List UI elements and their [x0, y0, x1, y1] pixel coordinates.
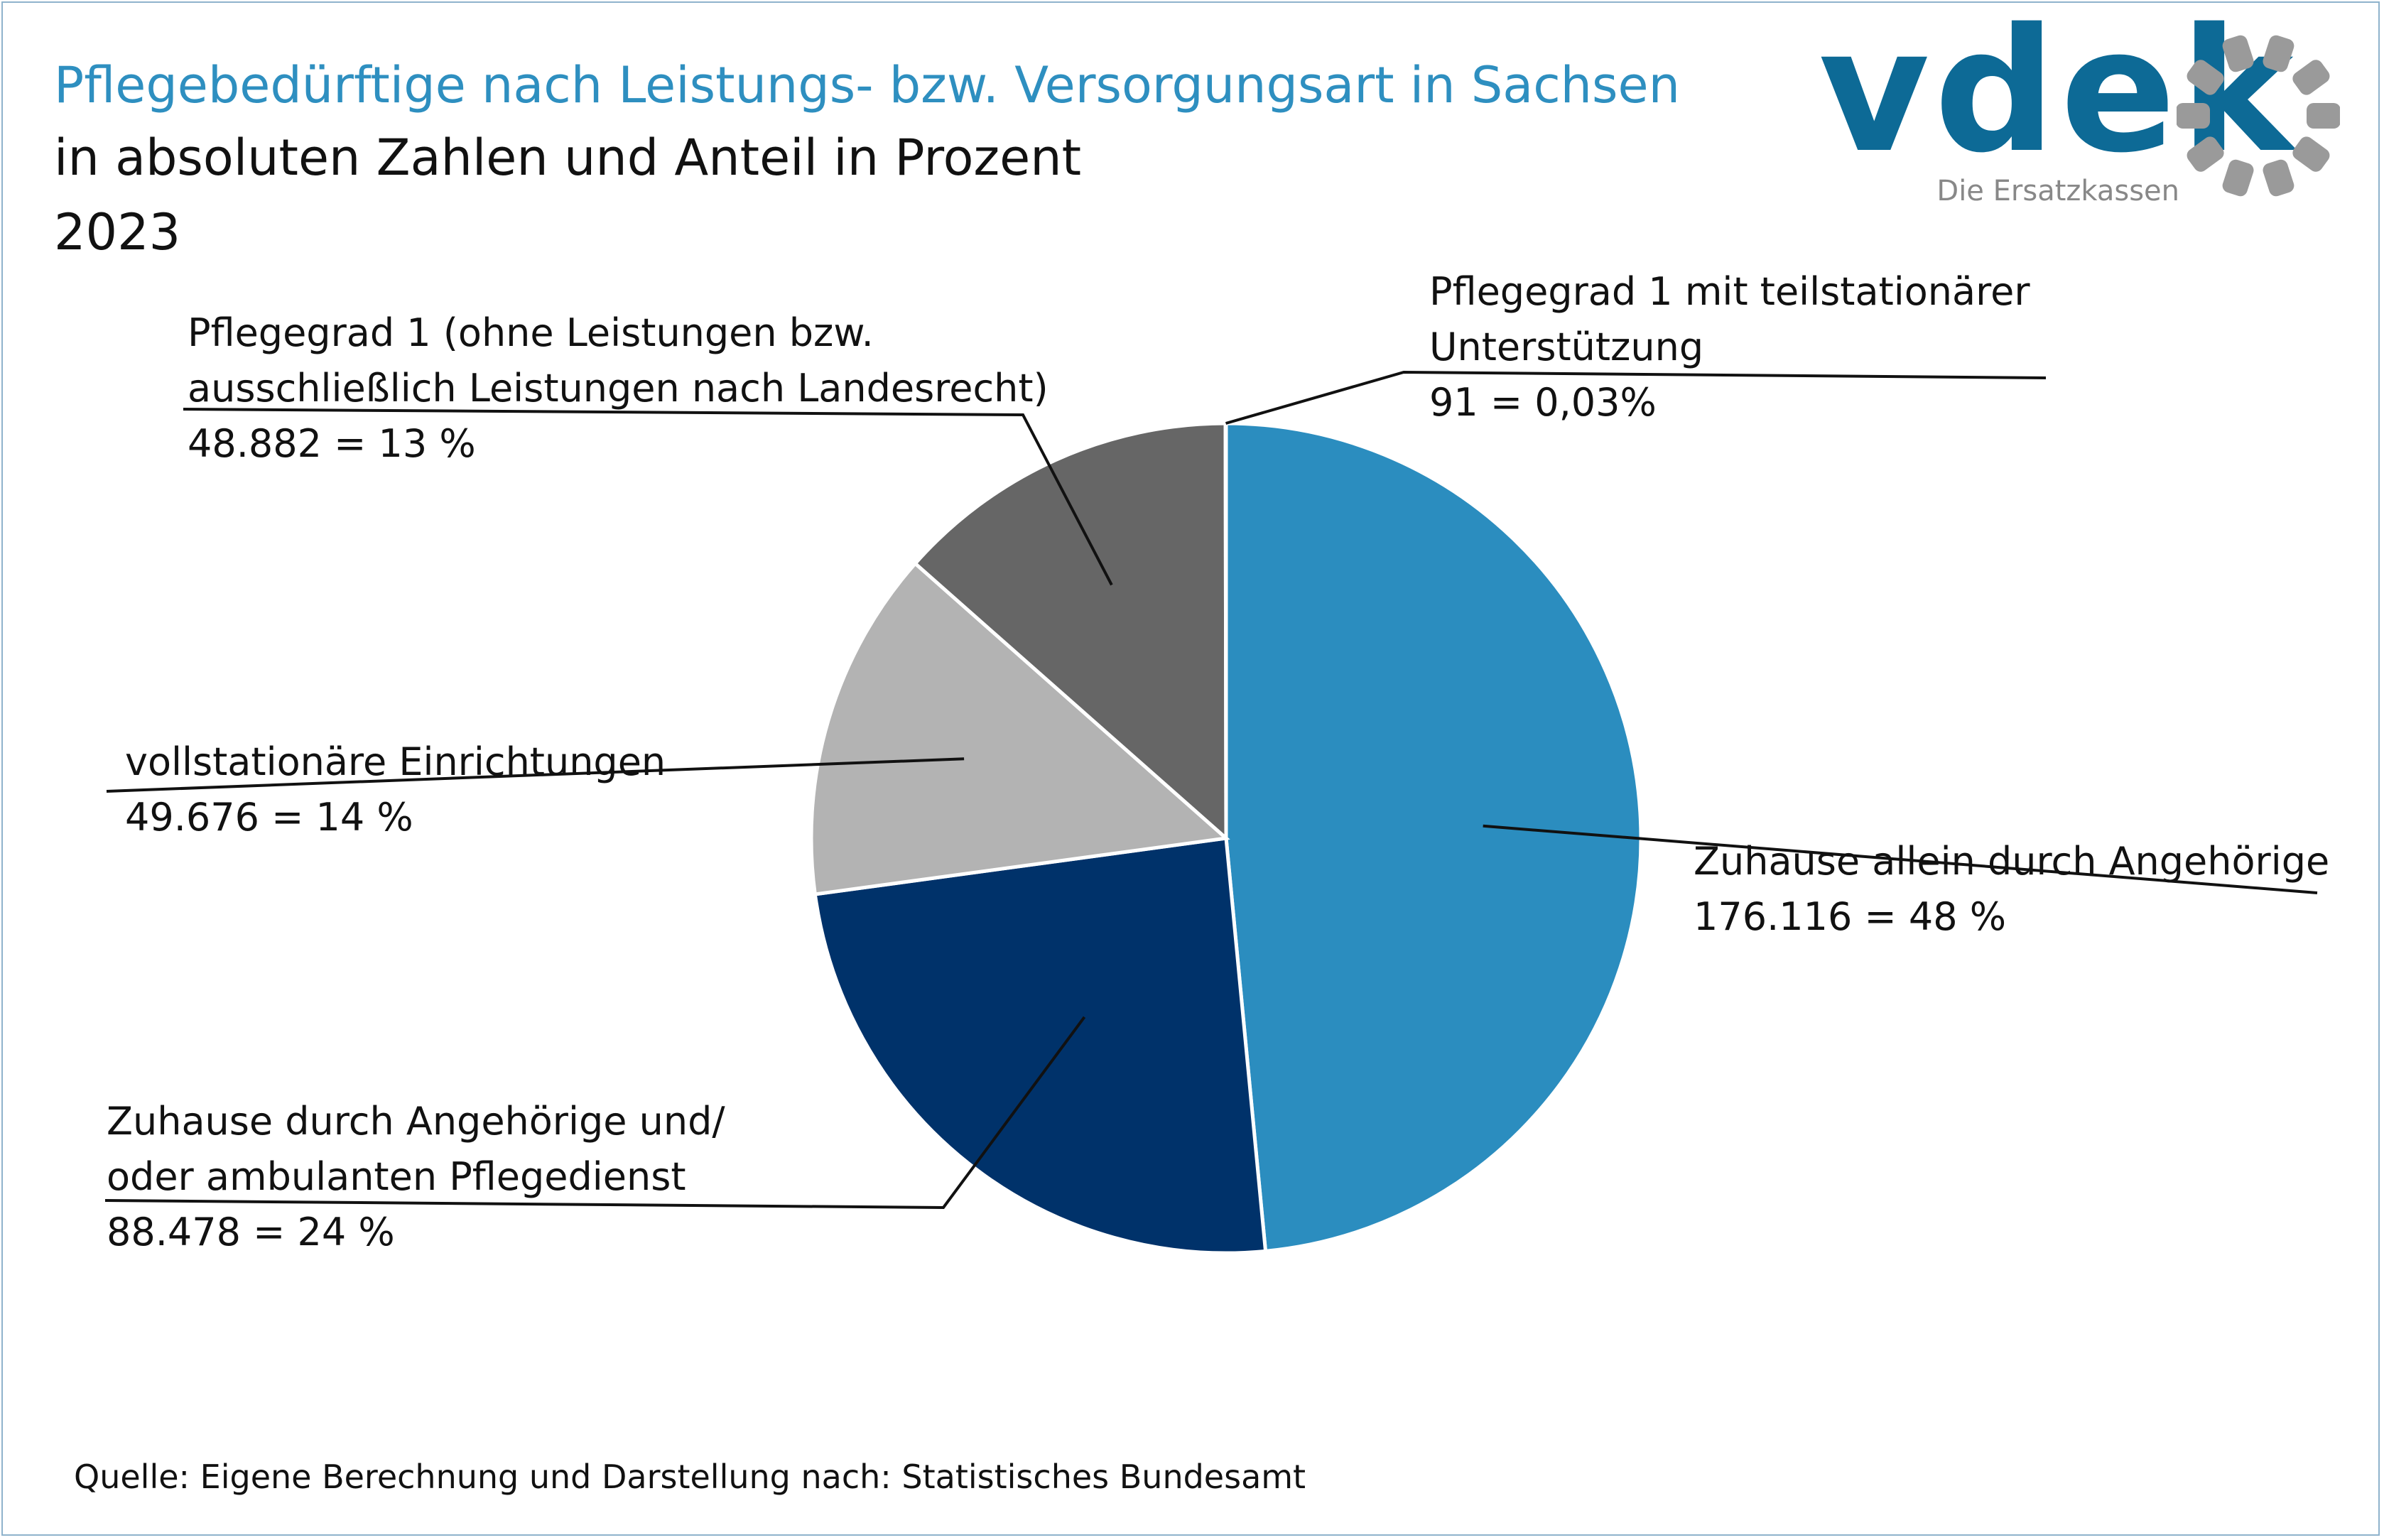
slice-label-line: Zuhause allein durch Angehörige	[1694, 839, 2330, 884]
slice-label-line: Unterstützung	[1429, 325, 1704, 369]
pie-slice-4	[1223, 421, 1228, 839]
chart-year: 2023	[54, 203, 181, 261]
logo-ring-segment	[2263, 35, 2294, 72]
slice-label-line: Pflegegrad 1 mit teilstationärer	[1429, 269, 2030, 314]
chart-title: Pflegebedürftige nach Leistungs- bzw. Ve…	[54, 56, 1680, 114]
label-zuhause-allein: Zuhause allein durch Angehörige 176.116 …	[1694, 834, 2329, 945]
leader-line-0	[1483, 824, 2318, 894]
vdek-logo: vdek Die Ersatzkassen	[1810, 0, 2340, 220]
label-zuhause-ambulant: Zuhause durch Angehörige und/ oder ambul…	[107, 1094, 725, 1260]
logo-ring-icon	[2177, 35, 2340, 197]
leader-line-3	[183, 408, 1113, 586]
leader-line-4	[1225, 370, 2047, 425]
logo-ring-segment	[2222, 35, 2254, 72]
pie-slice-0	[1224, 421, 1643, 1254]
slice-value-label: 91 = 0,03%	[1429, 380, 1657, 425]
label-vollstationaer: vollstationäre Einrichtungen 49.676 = 14…	[125, 734, 666, 845]
logo-ring-segment	[2177, 103, 2210, 129]
logo-ring-segment	[2187, 136, 2224, 172]
logo-ring-segment	[2263, 159, 2294, 197]
label-pflegegrad1-ohne: Pflegegrad 1 (ohne Leistungen bzw. aussc…	[188, 305, 1049, 472]
logo-ring-segment	[2187, 60, 2224, 95]
logo-ring-segment	[2307, 103, 2340, 129]
chart-subtitle: in absoluten Zahlen und Anteil in Prozen…	[54, 129, 1082, 187]
slice-value-label: 48.882 = 13 %	[188, 421, 476, 466]
slice-label-line: Zuhause durch Angehörige und/	[107, 1099, 725, 1144]
leader-line-2	[106, 757, 965, 793]
slice-value-label: 88.478 = 24 %	[107, 1210, 395, 1254]
slice-label-line: oder ambulanten Pflegedienst	[107, 1154, 686, 1199]
slice-label-line: vollstationäre Einrichtungen	[125, 739, 666, 784]
leader-line-1	[104, 1016, 1086, 1210]
source-note: Quelle: Eigene Berechnung und Darstellun…	[74, 1458, 1306, 1496]
label-pflegegrad1-teilstationaer: Pflegegrad 1 mit teilstationärer Unterst…	[1429, 264, 2030, 430]
logo-tagline: Die Ersatzkassen	[1936, 175, 2179, 207]
logo-ring-segment	[2222, 159, 2254, 197]
pie-slice-1	[813, 836, 1268, 1255]
slice-label-line: Pflegegrad 1 (ohne Leistungen bzw.	[188, 310, 874, 355]
logo-ring-segment	[2292, 136, 2330, 172]
pie-slice-2	[809, 560, 1230, 896]
logo-ring-segment	[2292, 60, 2330, 95]
pie-slice-3	[912, 421, 1228, 842]
slice-label-line: ausschließlich Leistungen nach Landesrec…	[188, 366, 1049, 411]
slice-value-label: 49.676 = 14 %	[125, 795, 413, 840]
slice-value-label: 176.116 = 48 %	[1694, 894, 2007, 939]
